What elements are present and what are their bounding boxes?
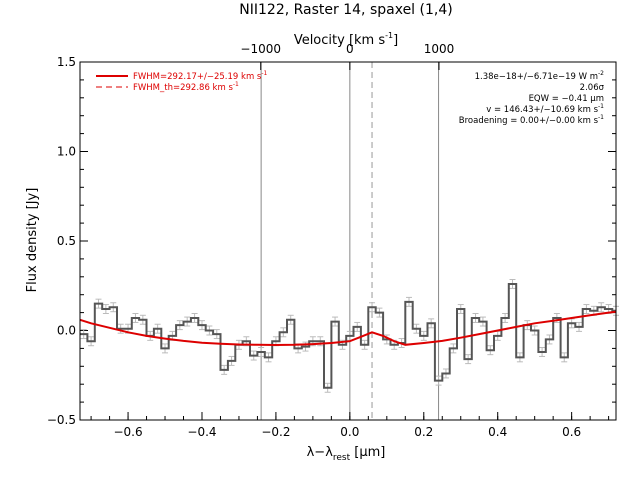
y-tick-label-2: 0.5 [57,234,76,248]
top-axis-label: Velocity [km s-1] [294,31,398,48]
plot-frame [79,61,617,421]
annotation-sigma: 2.06σ [580,83,605,93]
spectrum-layer [80,278,619,393]
y-axis-label: Flux density [Jy] [25,188,40,293]
spectrum-line [80,283,616,389]
top-tick-label-0: −1000 [240,42,281,56]
legend-label-fwhm-th: FWHM_th=292.86 km s-1 [133,81,239,93]
x-axis-label: λ−λrest [μm] [307,445,386,463]
x-tick-label-2: −0.2 [261,425,290,439]
chart-title: NII122, Raster 14, spaxel (1,4) [239,2,452,18]
x-tick-label-1: −0.4 [187,425,216,439]
y-tick-label-1: 0.0 [57,324,76,338]
annotations: 1.38e−18+/−6.71e−19 W m-2 2.06σ EQW = −0… [459,70,605,126]
x-tick-label-3: 0.0 [340,425,359,439]
x-tick-label-5: 0.4 [488,425,507,439]
top-tick-label-1: 0 [346,42,354,56]
grid-layer [260,62,440,420]
y-tick-label-4: 1.5 [57,55,76,69]
x-tick-label-0: −0.6 [113,425,142,439]
tick-layer: −0.6 −0.4 −0.2 0.0 0.2 0.4 0.6 −0.5 0.0 0.5 1.0 1.5… [47,42,616,439]
annotation-velocity: v = 146.43+/−10.69 km s-1 [486,103,604,115]
annotation-eqw: EQW = −0.41 μm [529,94,604,104]
legend-label-fwhm: FWHM=292.17+/−25.19 km s-1 [133,70,268,82]
x-tick-label-6: 0.6 [562,425,581,439]
annotation-flux: 1.38e−18+/−6.71e−19 W m-2 [475,70,605,82]
legend: FWHM=292.17+/−25.19 km s-1 FWHM_th=292.8… [96,70,268,93]
y-tick-label-0: −0.5 [47,413,76,427]
top-tick-label-2: 1000 [424,42,455,56]
annotation-broadening: Broadening = 0.00+/−0.00 km s-1 [459,114,604,126]
y-tick-label-3: 1.0 [57,145,76,159]
x-tick-label-4: 0.2 [414,425,433,439]
fit-layer [79,310,617,347]
fit-line [79,310,617,347]
